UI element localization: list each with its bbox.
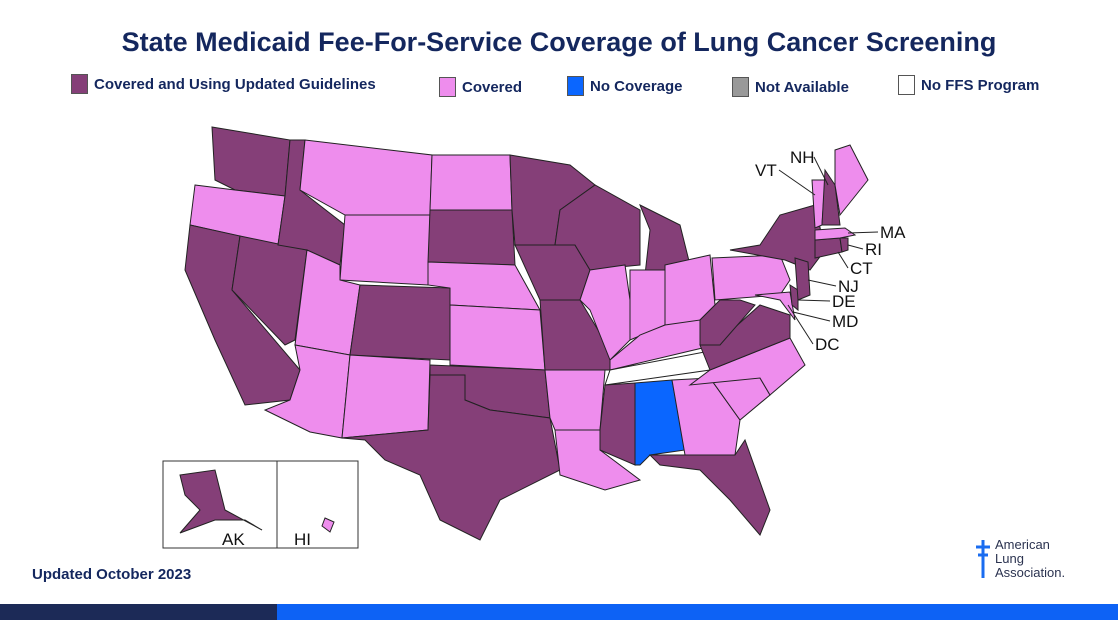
legend-item-not-available: Not Available	[732, 77, 849, 97]
state-ny	[729, 204, 826, 271]
legend-swatch	[439, 77, 456, 97]
leader-line	[778, 169, 816, 196]
state-ct	[814, 237, 843, 259]
footer-bar-blue	[277, 604, 1118, 620]
state-label-de: DE	[832, 292, 856, 311]
leader-line	[837, 251, 849, 269]
legend-swatch	[898, 75, 915, 95]
state-wa	[211, 126, 291, 197]
legend-item-covered: Covered	[439, 77, 522, 97]
leader-line	[797, 299, 831, 302]
state-label-ct: CT	[850, 259, 873, 278]
legend-label: No FFS Program	[921, 76, 1040, 94]
legend-swatch	[567, 76, 584, 96]
leader-line	[792, 311, 831, 322]
legend-item-no-ffs: No FFS Program	[898, 75, 1039, 95]
page-title: State Medicaid Fee-For-Service Coverage …	[121, 27, 997, 57]
footer-bar-navy	[0, 604, 277, 620]
state-ma	[814, 227, 857, 241]
state-ks	[449, 304, 546, 371]
state-de	[789, 284, 799, 312]
state-label-vt: VT	[755, 161, 777, 180]
state-nh	[821, 168, 841, 226]
logo-text: Lung	[995, 551, 1024, 566]
leader-line	[787, 304, 814, 345]
state-sd	[427, 209, 516, 266]
state-hi	[321, 517, 335, 533]
state-label-md: MD	[832, 312, 858, 331]
state-label-ma: MA	[880, 223, 906, 242]
state-ms	[599, 382, 636, 466]
state-fl	[648, 438, 771, 536]
logo-text: American	[995, 537, 1050, 552]
state-label-dc: DC	[815, 335, 840, 354]
hawaii-inset-box	[276, 460, 359, 549]
state-label-ri: RI	[865, 240, 882, 259]
state-mt	[299, 139, 433, 216]
updated-date: Updated October 2023	[32, 566, 192, 583]
legend-label: Covered	[462, 78, 523, 96]
state-ri	[839, 237, 849, 253]
leader-line	[807, 279, 837, 287]
state-wy	[339, 214, 431, 286]
state-nd	[429, 154, 513, 211]
leader-line	[813, 156, 829, 186]
leader-line	[847, 244, 864, 250]
logo-text: Association.	[995, 565, 1066, 580]
american-lung-association-logo: American Lung Association.	[975, 538, 1065, 580]
legend-item-updated: Covered and Using Updated Guidelines	[71, 74, 376, 94]
legend-swatch	[71, 74, 88, 94]
leader-line	[847, 231, 879, 234]
state-co	[349, 284, 451, 361]
legend-item-no-coverage: No Coverage	[567, 76, 683, 96]
state-label-nj: NJ	[838, 277, 859, 296]
legend-label: Not Available	[755, 78, 849, 96]
state-md	[754, 291, 796, 321]
state-ar	[544, 369, 606, 431]
state-ak	[179, 469, 263, 534]
legend-label: No Coverage	[590, 77, 683, 95]
state-tx	[341, 374, 561, 541]
state-label-nh: NH	[790, 148, 815, 167]
legend-label: Covered and Using Updated Guidelines	[94, 75, 376, 93]
state-nm	[341, 354, 431, 439]
lorraine-cross-icon	[976, 540, 990, 578]
legend-swatch	[732, 77, 749, 97]
state-label-hi: HI	[294, 530, 311, 549]
state-label-ak: AK	[222, 530, 245, 549]
state-me	[834, 144, 869, 217]
state-nj	[794, 257, 811, 301]
